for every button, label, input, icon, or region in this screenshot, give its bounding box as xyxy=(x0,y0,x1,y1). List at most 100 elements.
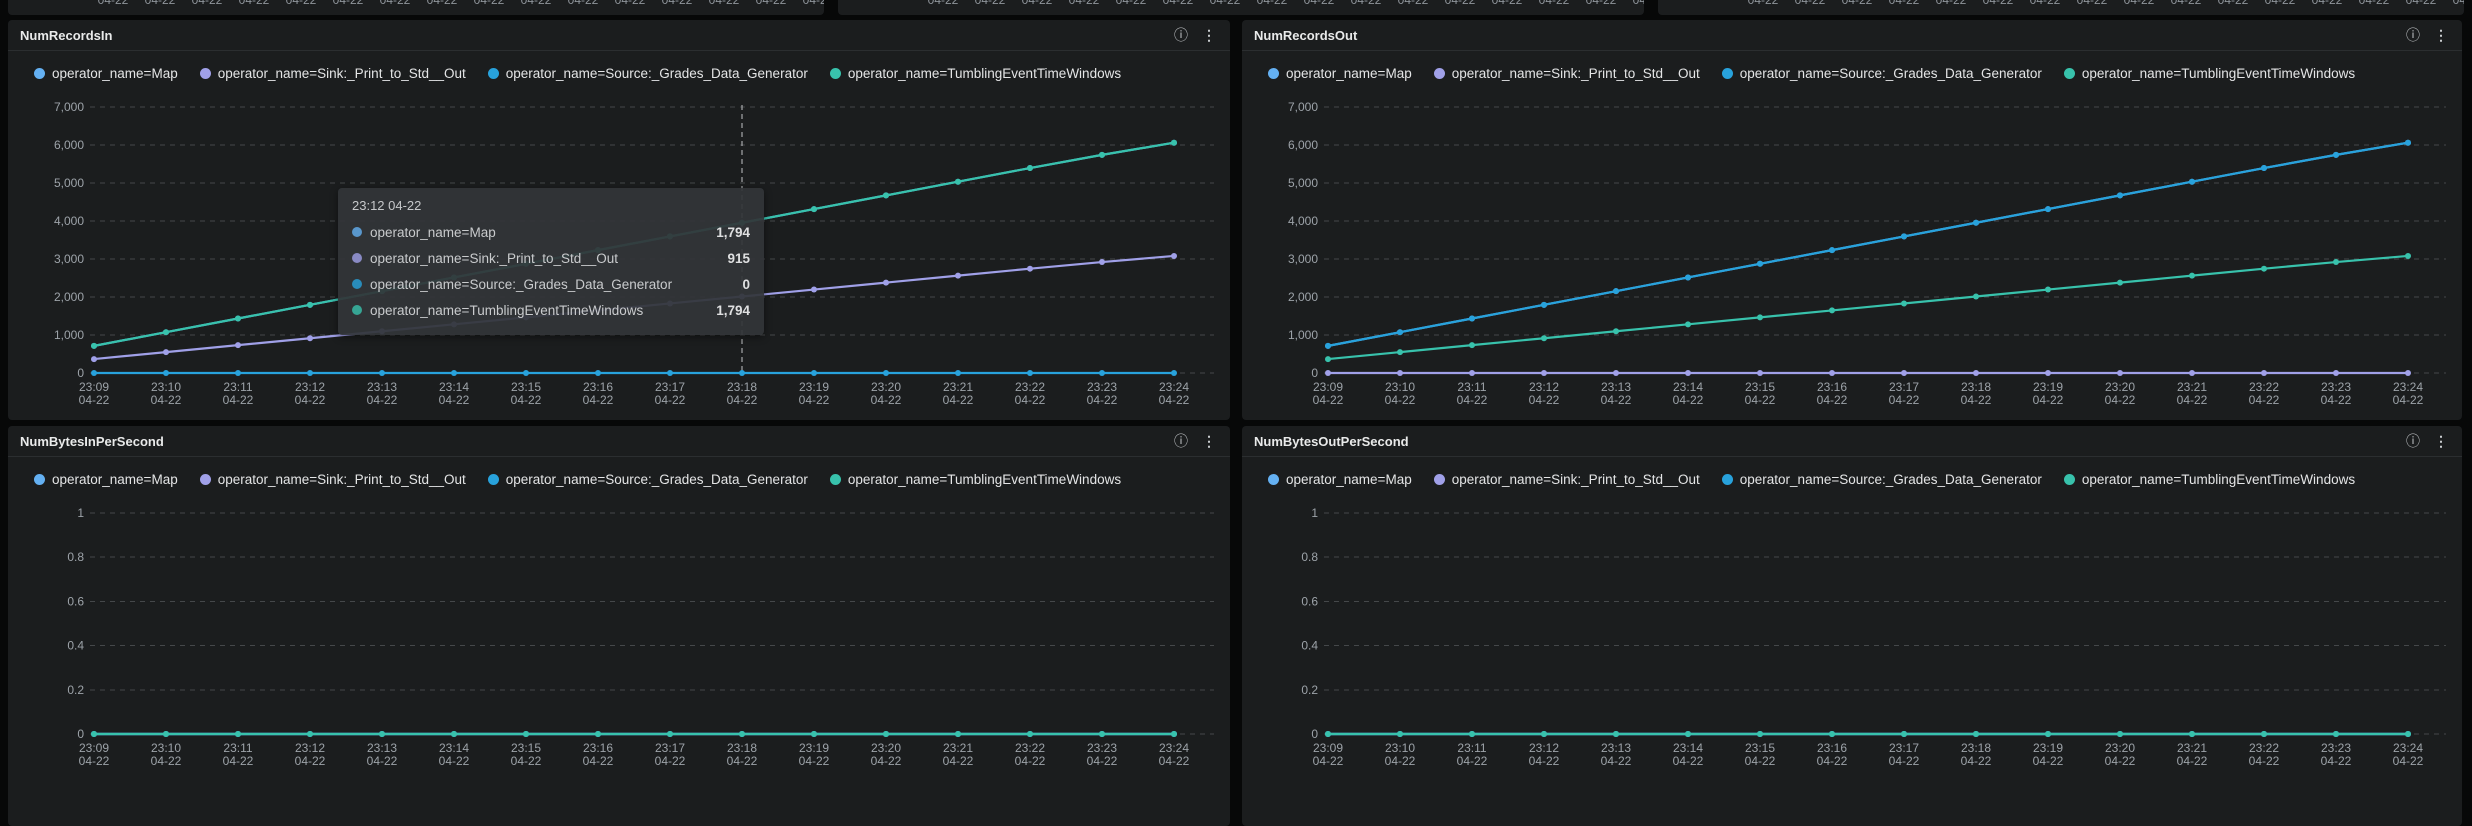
legend-item[interactable]: operator_name=Source:_Grades_Data_Genera… xyxy=(487,66,808,81)
panel-header: NumBytesInPerSecond ⓘ ⋮ xyxy=(8,426,1230,457)
cut-axis-label: 04-22 xyxy=(755,0,787,7)
panel-menu-icon[interactable]: ⋮ xyxy=(2434,433,2448,449)
legend-series-label: operator_name=Map xyxy=(1286,65,1412,81)
tooltip-series-value: 1,794 xyxy=(716,224,750,240)
panel-menu-icon[interactable]: ⋮ xyxy=(1202,27,1216,43)
svg-text:23:21: 23:21 xyxy=(943,380,973,394)
svg-text:04-22: 04-22 xyxy=(223,754,254,768)
cut-axis-label: 04-22 xyxy=(1303,0,1335,7)
panel-header: NumRecordsIn ⓘ ⋮ xyxy=(8,20,1230,51)
svg-text:04-22: 04-22 xyxy=(295,754,326,768)
svg-text:04-22: 04-22 xyxy=(1601,754,1632,768)
svg-text:04-22: 04-22 xyxy=(1015,393,1046,407)
legend-series-label: operator_name=Source:_Grades_Data_Genera… xyxy=(505,471,808,487)
svg-text:04-22: 04-22 xyxy=(1385,754,1416,768)
svg-text:2,000: 2,000 xyxy=(1288,290,1318,304)
svg-text:23:10: 23:10 xyxy=(151,741,181,755)
legend-item[interactable]: operator_name=Map xyxy=(1268,66,1412,81)
chart-area[interactable]: 1 0.8 0.6 0.4 0.2 0 23:09 04-22 23:10 04-22 23:11 0… xyxy=(8,426,1230,826)
tooltip-series-label: operator_name=Source:_Grades_Data_Genera… xyxy=(370,276,673,292)
legend-series-dot xyxy=(2063,67,2075,79)
legend-series-dot xyxy=(829,473,841,485)
svg-text:04-22: 04-22 xyxy=(511,393,542,407)
legend-series-dot xyxy=(1268,67,1279,79)
panel-menu-icon[interactable]: ⋮ xyxy=(1202,433,1216,449)
legend-item[interactable]: operator_name=Map xyxy=(1268,472,1412,487)
cut-axis-label: 04-22 xyxy=(1585,0,1617,7)
cut-axis-label: 04-22 xyxy=(379,0,411,7)
legend-series-label: operator_name=TumblingEventTimeWindows xyxy=(2081,471,2356,487)
svg-text:0: 0 xyxy=(1311,366,1318,380)
legend: operator_name=Map operator_name=Sink:_Pri… xyxy=(34,64,1230,82)
legend-item[interactable]: operator_name=Sink:_Print_to_Std__Out xyxy=(199,66,466,81)
metrics-dashboard: { "top_strip": { "cut_axis_label": "04-2… xyxy=(8,0,2464,826)
svg-text:04-22: 04-22 xyxy=(799,393,830,407)
info-icon[interactable]: ⓘ xyxy=(1174,433,1188,449)
svg-text:23:12: 23:12 xyxy=(295,380,325,394)
svg-text:3,000: 3,000 xyxy=(54,252,84,266)
legend-series-dot xyxy=(34,473,45,485)
svg-text:23:15: 23:15 xyxy=(1745,741,1775,755)
legend-item[interactable]: operator_name=Sink:_Print_to_Std__Out xyxy=(199,472,466,487)
svg-text:0.8: 0.8 xyxy=(1301,550,1318,564)
svg-text:4,000: 4,000 xyxy=(1288,214,1318,228)
panel-menu-icon[interactable]: ⋮ xyxy=(2434,27,2448,43)
chart-tooltip: 23:12 04-22 operator_name=Map 1,794 operat… xyxy=(338,188,764,335)
cut-axis-label: 04-22 xyxy=(802,0,824,7)
legend-item[interactable]: operator_name=Map xyxy=(34,472,178,487)
cut-axis-label: 04-22 xyxy=(1747,0,1779,7)
svg-text:23:18: 23:18 xyxy=(727,741,757,755)
legend-series-label: operator_name=Sink:_Print_to_Std__Out xyxy=(1451,65,1700,81)
tooltip-row: operator_name=TumblingEventTimeWindows 1,… xyxy=(352,297,750,323)
legend-item[interactable]: operator_name=Source:_Grades_Data_Genera… xyxy=(487,471,808,487)
svg-text:23:22: 23:22 xyxy=(2249,741,2279,755)
legend-item[interactable]: operator_name=Source:_Grades_Data_Genera… xyxy=(1721,472,2042,487)
svg-text:1: 1 xyxy=(1311,506,1318,520)
panel-num-bytes-in-per-second: 1 0.8 0.6 0.4 0.2 0 23:09 04-22 23:10 04-22 23:11 0… xyxy=(8,426,1230,826)
cut-axis-label: 04-22 xyxy=(614,0,646,7)
legend-item[interactable]: operator_name=TumblingEventTimeWindows xyxy=(829,472,1121,487)
info-icon[interactable]: ⓘ xyxy=(1174,27,1188,43)
cut-axis-label: 04-22 xyxy=(1538,0,1570,7)
svg-text:04-22: 04-22 xyxy=(2393,754,2424,768)
legend-item[interactable]: operator_name=TumblingEventTimeWindows xyxy=(2063,471,2356,487)
cut-axis-label: 04-22 xyxy=(974,0,1006,7)
svg-text:04-22: 04-22 xyxy=(943,393,974,407)
legend-item[interactable]: operator_name=Sink:_Print_to_Std__Out xyxy=(1433,472,1700,487)
svg-text:23:14: 23:14 xyxy=(439,741,469,755)
svg-text:23:23: 23:23 xyxy=(2321,741,2351,755)
svg-text:04-22: 04-22 xyxy=(727,393,758,407)
info-icon[interactable]: ⓘ xyxy=(2406,433,2420,449)
panel-header: NumRecordsOut ⓘ ⋮ xyxy=(1242,20,2462,51)
legend-series-dot xyxy=(1721,473,1733,485)
svg-text:04-22: 04-22 xyxy=(1889,754,1920,768)
cut-axis-label: 04-22 xyxy=(520,0,552,7)
svg-text:23:09: 23:09 xyxy=(1313,380,1343,394)
svg-text:04-22: 04-22 xyxy=(1961,393,1992,407)
svg-text:23:18: 23:18 xyxy=(727,380,757,394)
svg-text:0.4: 0.4 xyxy=(1301,639,1318,653)
svg-text:04-22: 04-22 xyxy=(439,754,470,768)
svg-text:04-22: 04-22 xyxy=(583,754,614,768)
cut-axis-label: 04-22 xyxy=(1068,0,1100,7)
cut-axis-label: 04-22 xyxy=(708,0,740,7)
legend-item[interactable]: operator_name=TumblingEventTimeWindows xyxy=(2063,66,2355,81)
legend-item[interactable]: operator_name=Source:_Grades_Data_Genera… xyxy=(1721,66,2042,81)
chart-area[interactable]: 7,000 6,000 5,000 4,000 3,000 2,000 1,000 0 23:0… xyxy=(1242,20,2462,420)
legend-item[interactable]: operator_name=TumblingEventTimeWindows xyxy=(829,66,1121,81)
cut-axis-label: 04-22 xyxy=(97,0,129,7)
chart-area[interactable]: 1 0.8 0.6 0.4 0.2 0 23:09 04-22 23:10 04-22 23:11 0… xyxy=(1242,426,2462,826)
svg-text:23:12: 23:12 xyxy=(295,741,325,755)
legend-item[interactable]: operator_name=Sink:_Print_to_Std__Out xyxy=(1433,65,1700,81)
svg-text:04-22: 04-22 xyxy=(1159,754,1190,768)
legend-item[interactable]: operator_name=Map xyxy=(34,66,178,81)
svg-text:04-22: 04-22 xyxy=(2249,393,2280,407)
svg-text:1,000: 1,000 xyxy=(54,328,84,342)
tooltip-series-label: operator_name=Sink:_Print_to_Std__Out xyxy=(370,250,619,266)
tooltip-series-label: operator_name=Map xyxy=(370,224,496,240)
cut-axis-label: 04-22 xyxy=(191,0,223,7)
info-icon[interactable]: ⓘ xyxy=(2406,27,2420,43)
svg-text:23:24: 23:24 xyxy=(2393,741,2423,755)
panel-title: NumBytesOutPerSecond xyxy=(1254,433,1409,449)
svg-text:0.6: 0.6 xyxy=(67,594,84,608)
